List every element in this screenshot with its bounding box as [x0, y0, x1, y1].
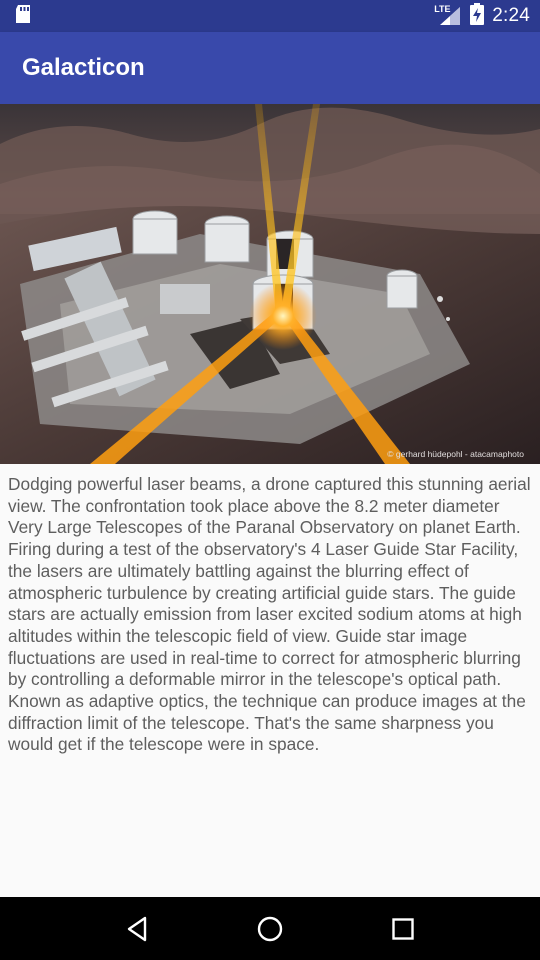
network-type-label: LTE: [434, 4, 451, 14]
recents-icon: [392, 917, 415, 940]
home-button[interactable]: [240, 899, 300, 959]
hero-image: © gerhard hüdepohl - atacamaphoto: [0, 104, 540, 464]
back-icon: [127, 916, 146, 941]
signal-icon: LTE: [434, 4, 462, 27]
home-icon: [257, 916, 283, 941]
article-description: Dodging powerful laser beams, a drone ca…: [8, 474, 531, 755]
recents-button[interactable]: [373, 899, 433, 959]
battery-charging-icon: [470, 2, 485, 30]
status-icons: LTE 2:24: [434, 2, 530, 30]
app-bar: Galacticon: [0, 32, 540, 104]
nav-bar: [0, 897, 540, 960]
sd-card-icon: [14, 4, 32, 29]
app-title: Galacticon: [22, 54, 145, 81]
status-bar: LTE 2:24: [0, 0, 540, 32]
status-clock: 2:24: [492, 5, 530, 26]
back-button[interactable]: [107, 899, 167, 959]
photo-credit: © gerhard hüdepohl - atacamaphoto: [387, 449, 524, 459]
